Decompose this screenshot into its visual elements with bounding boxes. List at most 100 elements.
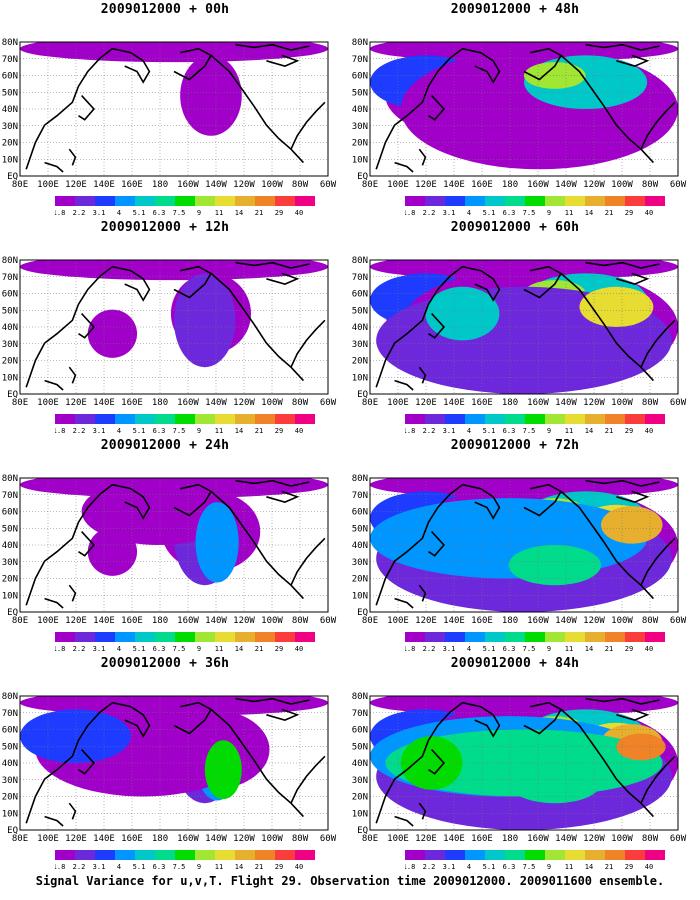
coastline: [462, 483, 501, 520]
colorbar-swatch: [505, 196, 525, 206]
latitude-label: 30N: [2, 340, 18, 350]
coastline: [210, 490, 304, 600]
latitude-label: 40N: [352, 759, 368, 769]
colorbar-label: 29: [625, 863, 633, 871]
colorbar-swatch: [135, 414, 155, 424]
longitude-label: 60W: [670, 834, 687, 844]
coastline: [210, 272, 304, 382]
colorbar-swatch: [485, 850, 505, 860]
coastline: [266, 54, 300, 67]
colorbar-label: 5.1: [483, 427, 496, 435]
latitude-label: EQ: [357, 608, 368, 618]
coastline: [585, 261, 660, 269]
coastline: [78, 749, 95, 775]
longitude-label: 100E: [37, 180, 59, 190]
colorbar-label: 40: [645, 209, 653, 217]
coastline: [375, 484, 463, 606]
latitude-label: 60N: [2, 72, 18, 82]
coastline: [585, 43, 660, 51]
longitude-label: 160W: [527, 180, 549, 190]
colorbar-swatch: [465, 850, 485, 860]
variance-contour: [616, 733, 666, 761]
latitude-label: EQ: [357, 390, 368, 400]
colorbar-label: 2.2: [423, 209, 436, 217]
colorbar-label: 9: [547, 863, 551, 871]
colorbar-label: 21: [605, 427, 613, 435]
colorbar-swatch: [405, 850, 425, 860]
longitude-label: 140W: [555, 834, 577, 844]
longitude-label: 80E: [362, 180, 378, 190]
colorbar-swatch: [215, 414, 235, 424]
latitude-label: EQ: [7, 608, 18, 618]
colorbar-swatch: [215, 850, 235, 860]
colorbar-swatch: [235, 632, 255, 642]
latitude-label: 40N: [352, 323, 368, 333]
colorbar-swatch: [565, 414, 585, 424]
colorbar-label: 9: [197, 645, 201, 653]
coastline: [375, 702, 463, 824]
colorbar-label: 2.2: [73, 209, 86, 217]
longitude-label: 120W: [583, 616, 605, 626]
colorbar: 1.8 2.2 3.1 4 5.1 6.3 7.5 9 11 14 21 29 40: [405, 196, 665, 217]
latitude-label: 20N: [2, 575, 18, 585]
variance-contour: [508, 545, 601, 586]
coastline: [112, 47, 151, 84]
longitude-label: 140W: [205, 834, 227, 844]
colorbar-label: 7.5: [523, 863, 536, 871]
latitude-label: 60N: [352, 290, 368, 300]
longitude-label: 80E: [362, 834, 378, 844]
latitude-label: 20N: [352, 357, 368, 367]
colorbar-swatch: [235, 850, 255, 860]
colorbar-swatch: [155, 632, 175, 642]
colorbar-swatch: [545, 850, 565, 860]
coastline: [44, 161, 64, 173]
variance-contour: [195, 502, 239, 583]
map-panel: 2009012000 + 12h 80N 70N 60N 50N 40N 30N 20N 10N…: [0, 218, 340, 438]
latitude-label: 20N: [2, 139, 18, 149]
colorbar-label: 2.2: [423, 863, 436, 871]
coastline: [418, 366, 427, 384]
longitude-label: 160E: [471, 834, 493, 844]
map-panel: 2009012000 + 60h 80N 70N 60N 50N 40N 30N 20N 10N…: [350, 218, 690, 438]
colorbar-label: 21: [605, 209, 613, 217]
colorbar-swatch: [625, 632, 645, 642]
latitude-label: 70N: [352, 709, 368, 719]
latitude-label: 40N: [2, 105, 18, 115]
colorbar-label: 5.1: [133, 645, 146, 653]
colorbar-label: 1.8: [405, 863, 415, 871]
colorbar-label: 7.5: [173, 427, 186, 435]
longitude-label: 160E: [471, 398, 493, 408]
colorbar-swatch: [95, 632, 115, 642]
coastline: [428, 95, 445, 121]
longitude-label: 140W: [555, 180, 577, 190]
longitude-label: 180: [152, 616, 168, 626]
colorbar-label: 21: [255, 209, 263, 217]
colorbar-swatch: [565, 850, 585, 860]
latitude-label: 30N: [352, 122, 368, 132]
variance-contour: [425, 286, 500, 341]
colorbar-label: 11: [565, 427, 573, 435]
longitude-label: 80W: [292, 398, 309, 408]
colorbar-swatch: [175, 196, 195, 206]
colorbar-swatch: [585, 632, 605, 642]
colorbar-label: 29: [275, 645, 283, 653]
colorbar-swatch: [605, 414, 625, 424]
colorbar-swatch: [255, 850, 275, 860]
colorbar-swatch: [625, 850, 645, 860]
colorbar-label: 11: [565, 645, 573, 653]
colorbar-label: 4: [467, 209, 471, 217]
colorbar-swatch: [445, 414, 465, 424]
coastline: [25, 702, 113, 824]
longitude-label: 100E: [387, 398, 409, 408]
panel-title: 2009012000 + 24h: [100, 438, 230, 453]
coastline: [173, 47, 213, 81]
longitude-label: 60W: [320, 180, 337, 190]
colorbar-swatch: [195, 196, 215, 206]
colorbar-label: 1.8: [405, 427, 415, 435]
colorbar-label: 11: [565, 209, 573, 217]
latitude-label: 40N: [2, 759, 18, 769]
latitude-label: EQ: [7, 826, 18, 836]
